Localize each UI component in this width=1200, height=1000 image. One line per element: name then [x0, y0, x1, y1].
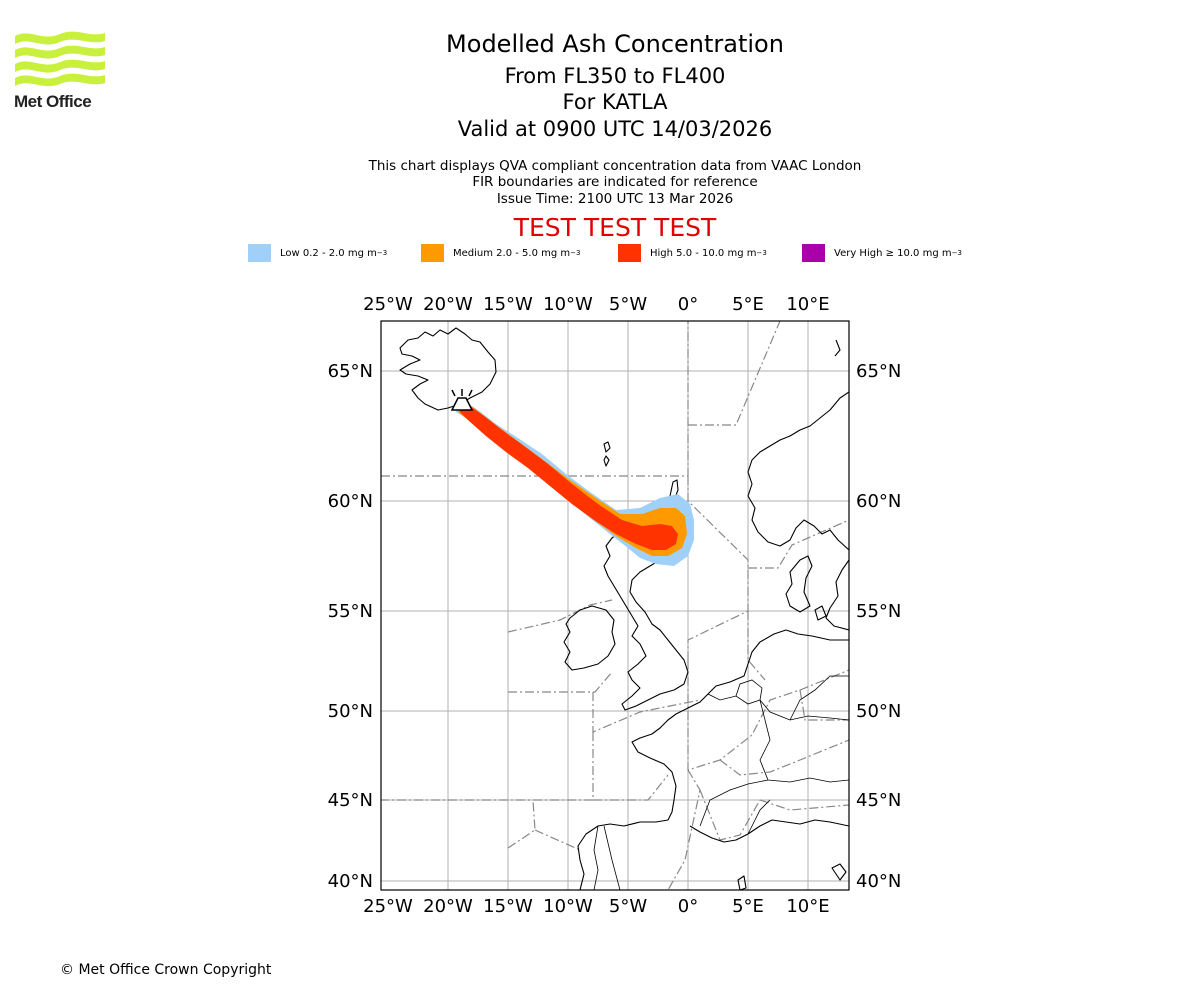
lat-tick-left: 45°N: [328, 790, 373, 811]
fir-boundaries: [381, 321, 849, 890]
description-line-1: This chart displays QVA compliant concen…: [368, 158, 862, 174]
issue-time: Issue Time: 2100 UTC 13 Mar 2026: [496, 191, 734, 207]
legend-label-medium: Medium 2.0 - 5.0 mg m: [453, 247, 571, 259]
lat-labels-left: 65°N 60°N 55°N 50°N 45°N 40°N: [328, 361, 373, 892]
lat-tick-left: 50°N: [328, 701, 373, 722]
coastlines: [399, 327, 849, 890]
lat-tick-left: 65°N: [328, 361, 373, 382]
valid-time: Valid at 0900 UTC 14/03/2026: [457, 117, 773, 141]
lon-tick-top: 0°: [678, 294, 698, 315]
copyright-notice: © Met Office Crown Copyright: [60, 962, 272, 978]
lat-tick-right: 60°N: [856, 491, 901, 512]
lon-labels-top: 25°W 20°W 15°W 10°W 5°W 0° 5°E 10°E: [363, 294, 829, 315]
legend-swatch-very-high: [802, 244, 825, 262]
legend-swatch-low: [248, 244, 271, 262]
test-banner: TEST TEST TEST: [513, 213, 717, 242]
map-frame: [380, 320, 850, 891]
lat-labels-right: 65°N 60°N 55°N 50°N 45°N 40°N: [856, 361, 901, 892]
legend-item-high: High 5.0 - 10.0 mg m −3: [618, 244, 767, 262]
met-office-logo: [15, 31, 105, 87]
lon-tick-bottom: 10°E: [786, 896, 829, 917]
legend-label-very-high: Very High ≥ 10.0 mg m: [834, 247, 952, 259]
legend-item-medium: Medium 2.0 - 5.0 mg m −3: [421, 244, 580, 262]
flight-level-range: From FL350 to FL400: [504, 64, 726, 88]
lon-tick-top: 20°W: [423, 294, 473, 315]
legend-item-low: Low 0.2 - 2.0 mg m −3: [248, 244, 387, 262]
lon-tick-bottom: 20°W: [423, 896, 473, 917]
legend-swatch-high: [618, 244, 641, 262]
legend-unit-exponent: −3: [951, 249, 962, 257]
lat-tick-left: 60°N: [328, 491, 373, 512]
lat-tick-right: 55°N: [856, 601, 901, 622]
map-gridlines: [381, 321, 849, 890]
legend-unit-exponent: −3: [756, 249, 767, 257]
legend-item-very-high: Very High ≥ 10.0 mg m −3: [802, 244, 962, 262]
ash-plume: [455, 402, 694, 566]
lat-tick-right: 45°N: [856, 790, 901, 811]
lat-tick-right: 40°N: [856, 871, 901, 892]
lon-tick-bottom: 5°E: [732, 896, 764, 917]
chart-title: Modelled Ash Concentration: [446, 30, 784, 58]
legend-label-high: High 5.0 - 10.0 mg m: [650, 247, 757, 259]
lon-tick-bottom: 0°: [678, 896, 698, 917]
lon-tick-bottom: 25°W: [363, 896, 413, 917]
lon-tick-top: 10°W: [543, 294, 593, 315]
lon-tick-top: 10°E: [786, 294, 829, 315]
volcano-icon: [450, 389, 474, 411]
lat-tick-right: 65°N: [856, 361, 901, 382]
volcano-name: For KATLA: [562, 90, 668, 114]
lon-tick-top: 5°W: [609, 294, 647, 315]
legend-label-low: Low 0.2 - 2.0 mg m: [280, 247, 377, 259]
lon-labels-bottom: 25°W 20°W 15°W 10°W 5°W 0° 5°E 10°E: [363, 896, 829, 917]
lat-tick-left: 55°N: [328, 601, 373, 622]
legend-swatch-medium: [421, 244, 444, 262]
description-line-2: FIR boundaries are indicated for referen…: [472, 174, 758, 190]
lat-tick-right: 50°N: [856, 701, 901, 722]
lon-tick-top: 25°W: [363, 294, 413, 315]
lon-tick-top: 15°W: [483, 294, 533, 315]
legend-unit-exponent: −3: [376, 249, 388, 257]
lon-tick-top: 5°E: [732, 294, 764, 315]
lon-tick-bottom: 10°W: [543, 896, 593, 917]
country-borders: [593, 675, 849, 890]
ash-region-high: [460, 405, 678, 550]
legend-unit-exponent: −3: [570, 249, 581, 257]
lon-tick-bottom: 5°W: [609, 896, 647, 917]
met-office-logo-text: Met Office: [14, 92, 92, 111]
lat-tick-left: 40°N: [328, 871, 373, 892]
lon-tick-bottom: 15°W: [483, 896, 533, 917]
